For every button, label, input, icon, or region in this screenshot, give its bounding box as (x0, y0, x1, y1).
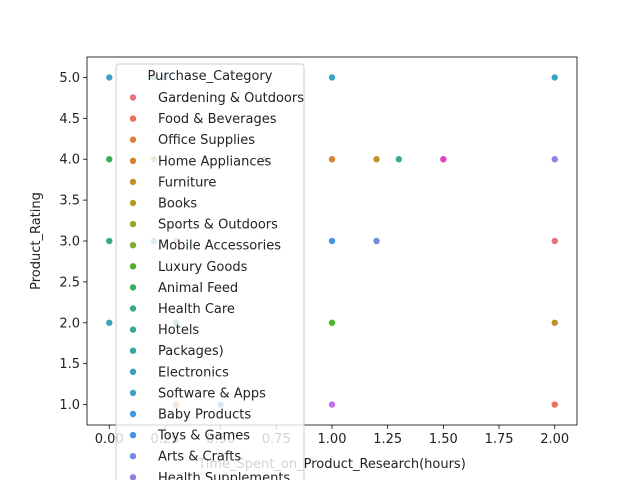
y-tick-label-5: 3.5 (59, 194, 80, 209)
legend-marker-18 (129, 473, 137, 480)
data-point-18 (105, 155, 114, 164)
y-axis-ticks: 1.0 1.5 2.0 2.5 3.0 3.5 4.0 4.5 5.0 (59, 71, 87, 413)
legend-marker-17 (129, 452, 137, 461)
legend-label-14: Software & Apps (158, 386, 266, 401)
legend-label-8: Luxury Goods (158, 260, 248, 275)
legend-label-16: Toys & Games (157, 429, 250, 444)
legend-label-17: Arts & Crafts (158, 450, 241, 465)
legend-label-5: Books (158, 197, 197, 212)
data-point-4 (395, 155, 403, 164)
y-tick-label-1: 1.5 (59, 357, 80, 372)
legend-marker-15 (129, 410, 137, 418)
legend-label-9: Animal Feed (158, 281, 238, 296)
data-point-6 (550, 155, 559, 164)
legend: Purchase_Category Gardening & Outdoors Fo… (115, 63, 305, 480)
legend-marker-3 (129, 157, 137, 165)
x-tick-label-6: 1.50 (429, 432, 458, 447)
legend-marker-13 (129, 367, 137, 376)
legend-label-3: Home Appliances (158, 154, 271, 169)
data-point-14 (550, 400, 559, 409)
data-point-8 (328, 237, 336, 245)
data-point-1 (550, 73, 559, 82)
legend-label-7: Mobile Accessories (158, 239, 281, 254)
legend-marker-14 (129, 389, 137, 397)
y-tick-label-0: 1.0 (59, 398, 80, 413)
legend-label-15: Baby Products (158, 408, 251, 423)
legend-marker-0 (129, 93, 137, 102)
legend-label-11: Hotels (158, 323, 199, 338)
data-point-20 (105, 237, 114, 245)
data-point-23 (105, 318, 114, 327)
data-point-0 (328, 73, 336, 82)
legend-marker-1 (129, 114, 137, 123)
legend-marker-12 (129, 346, 137, 355)
legend-box (115, 63, 305, 480)
y-tick-label-6: 4.0 (59, 153, 80, 168)
legend-label-1: Food & Beverages (158, 112, 277, 127)
data-point-10 (550, 237, 559, 245)
data-point-11 (328, 318, 336, 327)
data-point-2 (328, 155, 336, 164)
legend-marker-4 (129, 178, 137, 186)
data-point-13 (328, 400, 336, 409)
legend-label-10: Health Care (158, 302, 235, 317)
legend-marker-16 (129, 431, 137, 439)
y-tick-label-2: 2.0 (59, 316, 80, 331)
y-tick-label-4: 3.0 (59, 235, 80, 250)
legend-items: Gardening & Outdoors Food & Beverages Offi… (129, 91, 304, 480)
data-point-12 (550, 318, 559, 327)
x-tick-label-4: 1.00 (318, 432, 347, 447)
legend-label-6: Sports & Outdoors (158, 218, 278, 233)
y-tick-label-7: 4.5 (59, 112, 80, 127)
legend-marker-5 (129, 199, 137, 207)
x-tick-label-7: 1.75 (485, 432, 514, 447)
data-point-5 (439, 155, 448, 164)
data-point-9 (372, 237, 381, 245)
y-tick-label-3: 2.5 (59, 275, 80, 290)
legend-marker-8 (129, 262, 137, 271)
legend-marker-2 (129, 135, 137, 144)
data-point-3 (372, 155, 381, 164)
legend-label-18: Health Supplements (158, 471, 290, 480)
y-tick-label-8: 5.0 (59, 71, 80, 86)
data-point-15 (105, 73, 114, 82)
legend-label-2: Office Supplies (158, 133, 255, 148)
legend-marker-6 (129, 220, 137, 228)
legend-marker-10 (129, 304, 137, 313)
legend-label-0: Gardening & Outdoors (158, 91, 304, 106)
x-tick-label-5: 1.25 (373, 432, 402, 447)
legend-label-12: Packages) (158, 344, 224, 359)
legend-marker-9 (129, 283, 137, 292)
legend-label-13: Electronics (158, 365, 229, 380)
legend-marker-7 (129, 241, 137, 249)
legend-title: Purchase_Category (148, 69, 273, 84)
x-tick-label-8: 2.00 (540, 432, 569, 447)
legend-label-4: Furniture (158, 175, 216, 190)
legend-marker-11 (129, 325, 137, 334)
y-axis-label: Product_Rating (29, 192, 44, 290)
